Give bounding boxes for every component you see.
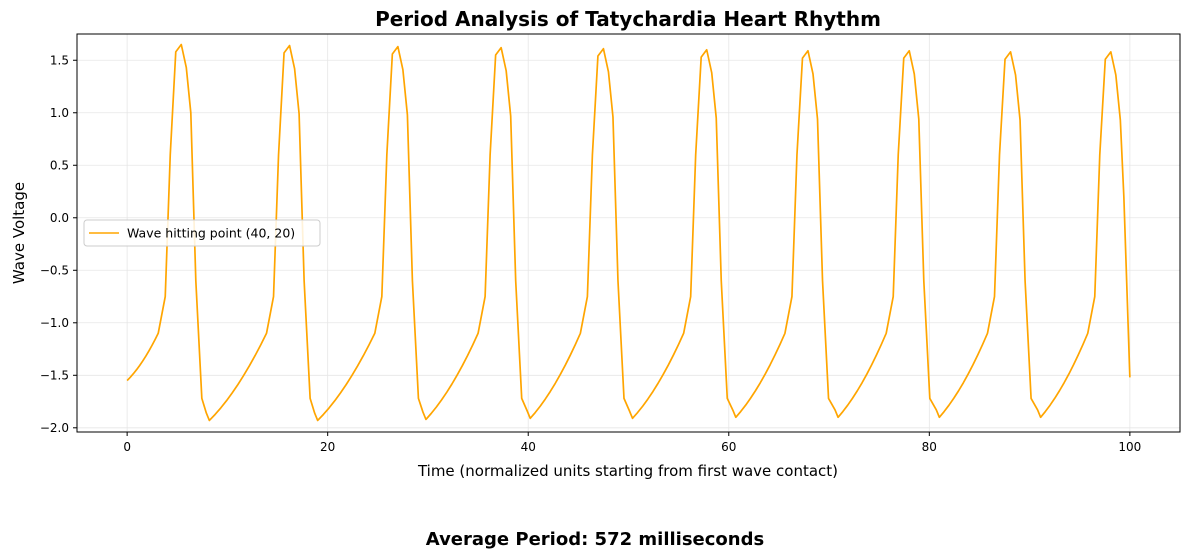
plot-frame <box>76 33 1181 433</box>
y-tick-label: −2.0 <box>40 421 69 435</box>
x-tick-label: 0 <box>123 440 131 454</box>
x-tick-label: 40 <box>521 440 536 454</box>
series-line <box>126 43 1131 422</box>
y-tick-label: 1.0 <box>50 106 69 120</box>
x-tick-label: 20 <box>320 440 335 454</box>
series-layer <box>126 43 1131 422</box>
legend-label: Wave hitting point (40, 20) <box>127 226 295 241</box>
y-tick-label: −1.0 <box>40 316 69 330</box>
average-period-label: Average Period: 572 milliseconds <box>426 529 764 550</box>
y-tick-label: 1.5 <box>50 53 69 67</box>
y-tick-label: 0.0 <box>50 211 69 225</box>
legend-box <box>83 219 321 247</box>
y-axis: −2.0 −1.5 −1.0 −0.5 0.0 0.5 1.0 1.5 <box>40 53 77 435</box>
legend: Wave hitting point (40, 20) <box>83 219 321 247</box>
x-axis: 0 20 40 60 80 100 <box>123 432 1141 454</box>
y-axis-title: Wave Voltage <box>10 182 28 284</box>
y-tick-label: 0.5 <box>50 158 69 172</box>
y-tick-label: −0.5 <box>40 263 69 277</box>
x-axis-title: Time (normalized units starting from fir… <box>417 462 838 480</box>
y-tick-label: −1.5 <box>40 368 69 382</box>
x-tick-label: 60 <box>721 440 736 454</box>
x-tick-label: 80 <box>922 440 937 454</box>
x-tick-label: 100 <box>1118 440 1141 454</box>
chart-title: Period Analysis of Tatychardia Heart Rhy… <box>375 7 881 31</box>
